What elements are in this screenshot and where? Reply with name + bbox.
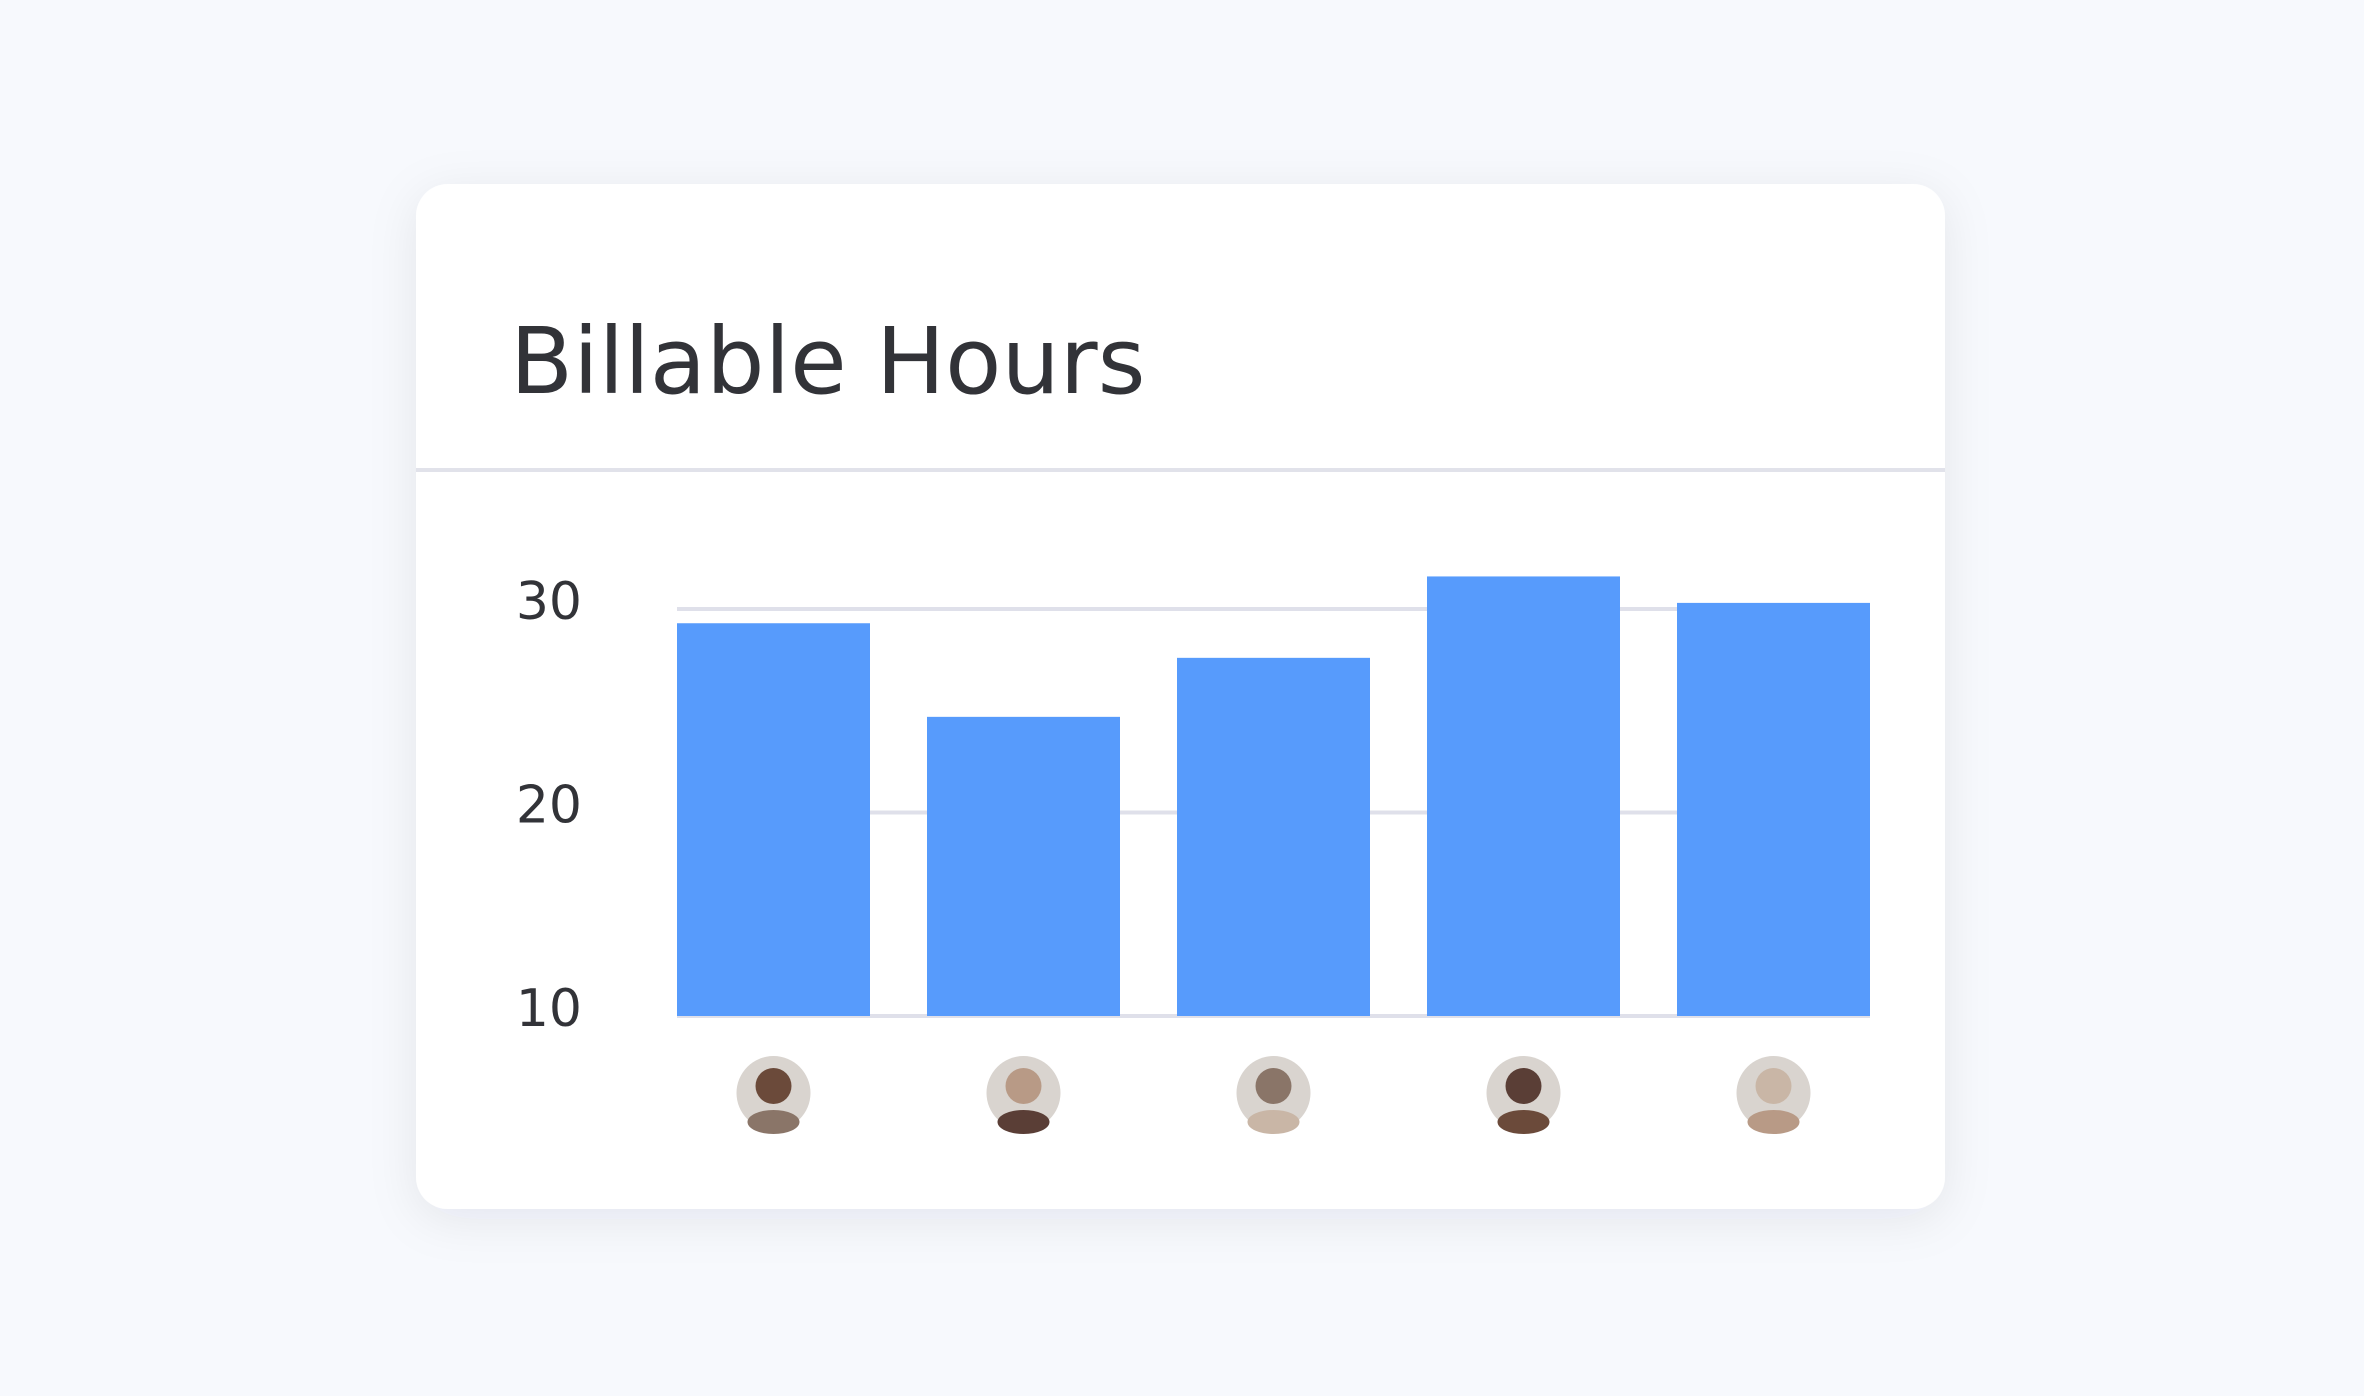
y-tick-label: 30 (516, 572, 582, 632)
avatar-face (1255, 1068, 1292, 1104)
y-tick-label: 20 (516, 776, 582, 836)
avatar-face (1005, 1068, 1042, 1104)
bar (927, 716, 1120, 1016)
avatar-body (997, 1110, 1050, 1134)
avatar-body (1247, 1110, 1300, 1134)
avatar-face (755, 1068, 792, 1104)
avatar-body (1497, 1110, 1550, 1134)
avatar-body (1747, 1110, 1800, 1134)
bar (677, 623, 870, 1016)
y-tick-label: 10 (516, 979, 582, 1039)
chart-title: Billable Hours (510, 308, 1146, 415)
bar (1177, 657, 1370, 1016)
avatar-face (1755, 1068, 1792, 1104)
avatar-body (747, 1110, 800, 1134)
avatar-face (1505, 1068, 1542, 1104)
bar (1677, 602, 1870, 1016)
bar (1427, 576, 1620, 1016)
